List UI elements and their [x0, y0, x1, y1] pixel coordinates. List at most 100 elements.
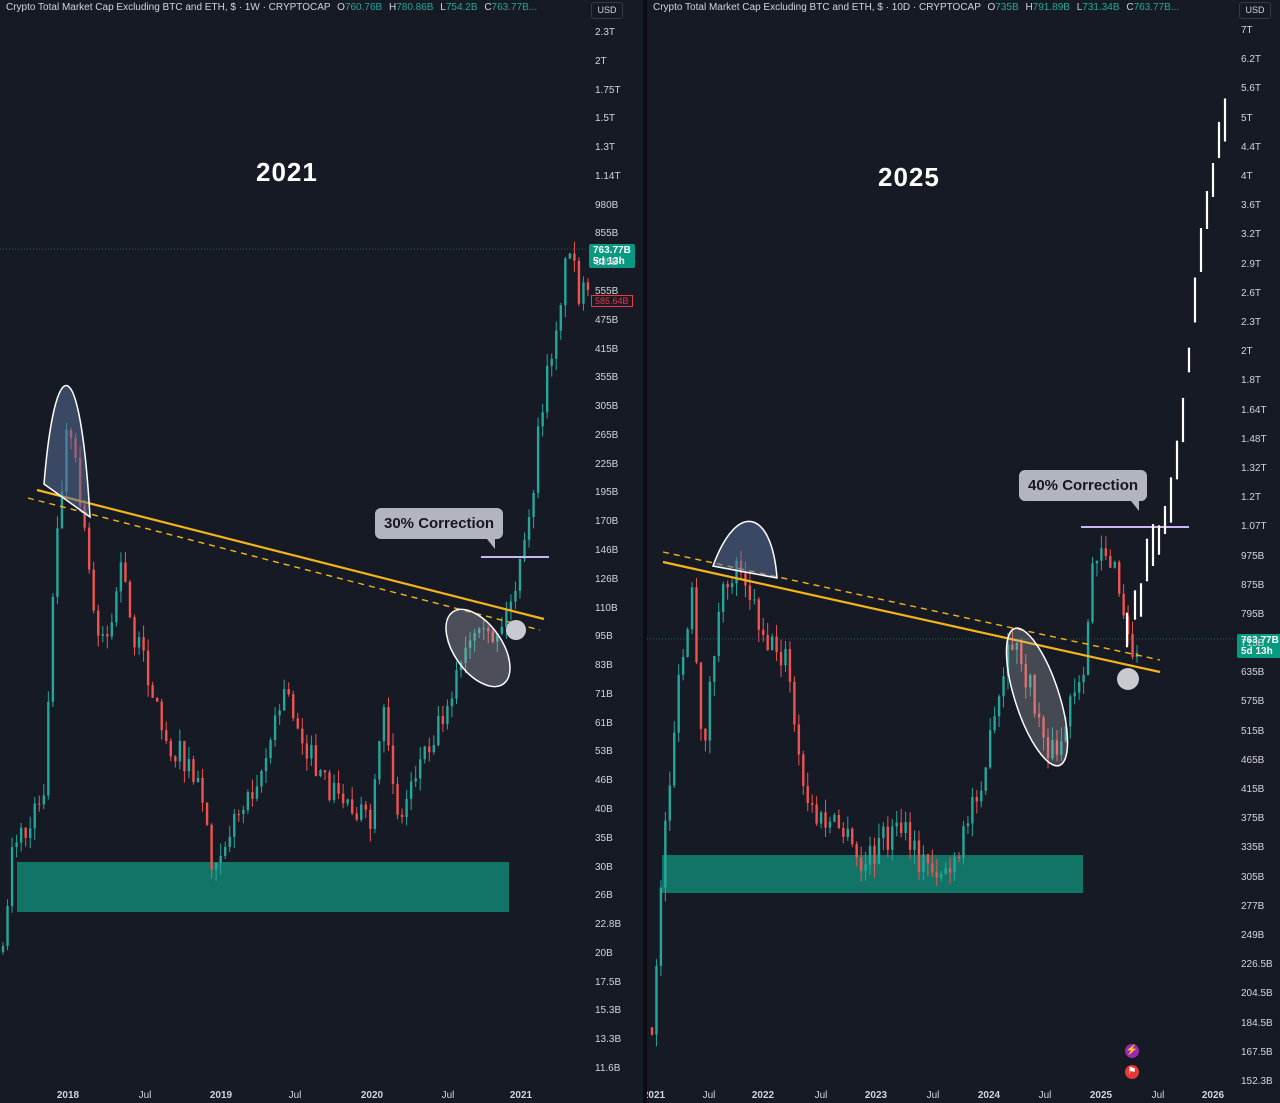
right-year-label: 2025 — [878, 162, 940, 192]
panel-divider[interactable] — [643, 0, 647, 1103]
candle-body — [717, 611, 720, 657]
left-price-countdown: 5d 13h — [593, 256, 625, 267]
candle-body — [913, 840, 916, 850]
candle-body — [833, 814, 836, 822]
candle-body — [940, 873, 943, 878]
candle-body — [1037, 713, 1041, 718]
y-tick-label: 4.4T — [1241, 141, 1262, 153]
right-chart-panel[interactable]: Crypto Total Market Cap Excluding BTC an… — [647, 0, 1280, 1103]
candle-body — [337, 782, 340, 794]
flag-icon[interactable]: ⚑ — [1125, 1065, 1139, 1079]
candle-body — [577, 260, 581, 304]
candle-body — [1126, 615, 1130, 635]
y-tick-label: 249B — [1241, 930, 1265, 942]
candle-body — [346, 799, 349, 804]
lightning-icon[interactable]: ⚡ — [1125, 1044, 1139, 1058]
candle-body — [242, 809, 245, 815]
candle-body — [997, 696, 1001, 717]
candle-body — [837, 814, 841, 828]
right-price-box: 763.77B 5d 13h — [1237, 634, 1280, 658]
y-tick-label: 3.2T — [1241, 229, 1262, 241]
left-currency-button[interactable]: USD — [591, 2, 623, 19]
candle-body — [886, 826, 890, 850]
y-tick-label: 465B — [1241, 754, 1265, 766]
candle-body — [455, 670, 458, 699]
candle-body — [19, 827, 23, 843]
right-correction-note: 40% Correction — [1019, 470, 1148, 511]
candle-body — [966, 823, 970, 827]
right-low: 731.34B — [1082, 2, 1120, 13]
left-chart-panel[interactable]: Crypto Total Market Cap Excluding BTC an… — [0, 0, 643, 1103]
x-tick-label: 2022 — [751, 1090, 775, 1101]
candle-body — [432, 745, 436, 753]
x-tick-label: 2021 — [509, 1090, 533, 1101]
y-tick-label: 3.6T — [1241, 200, 1262, 212]
candle-body — [423, 746, 426, 760]
candle-body — [586, 282, 590, 290]
candle-body — [917, 840, 921, 873]
candle-body — [282, 689, 286, 711]
candle-body — [24, 827, 27, 838]
candle-body — [975, 796, 979, 802]
y-tick-label: 1.07T — [1241, 521, 1267, 533]
candle-body — [980, 790, 983, 802]
candle-body — [1042, 717, 1045, 738]
candle-body — [260, 771, 263, 787]
candle-body — [527, 517, 531, 540]
trendline — [662, 560, 1161, 674]
candle-body — [233, 814, 236, 837]
candle-body — [273, 715, 277, 741]
y-tick-label: 146B — [595, 545, 619, 556]
candle-body — [178, 740, 182, 762]
candle-body — [726, 584, 729, 588]
dashed-trendline — [662, 551, 1161, 661]
y-tick-label: 2T — [1241, 346, 1253, 358]
y-tick-label: 26B — [595, 890, 613, 902]
candle-body — [735, 560, 738, 584]
candle-body — [828, 821, 832, 828]
right-price-countdown: 5d 13h — [1241, 646, 1273, 657]
candle-body — [1033, 675, 1036, 714]
y-tick-label: 795B — [1241, 608, 1265, 620]
candle-body — [373, 779, 377, 829]
y-tick-label: 277B — [1241, 900, 1265, 912]
candle-body — [536, 426, 540, 493]
y-tick-label: 20B — [595, 947, 613, 959]
candle-body — [124, 562, 127, 582]
y-tick-label: 95B — [595, 631, 613, 643]
candle-body — [446, 706, 449, 724]
candle-body — [146, 650, 150, 686]
right-chart-canvas[interactable] — [647, 0, 1280, 1103]
y-tick-label: 875B — [1241, 579, 1265, 591]
candle-body — [971, 796, 974, 824]
candle-body — [931, 863, 934, 873]
candle-body — [464, 647, 467, 664]
right-currency-button[interactable]: USD — [1239, 2, 1271, 19]
left-year-label: 2021 — [256, 157, 318, 187]
candle-body — [1002, 676, 1005, 697]
candle-body — [29, 828, 32, 838]
candle-body — [993, 716, 996, 731]
right-high: 791.89B — [1032, 2, 1070, 13]
candle-body — [926, 854, 930, 864]
candle-body — [655, 965, 658, 1035]
support-zone — [662, 855, 1083, 893]
candle-body — [815, 804, 818, 824]
candle-body — [196, 777, 200, 782]
candle-body — [201, 777, 204, 803]
candle-body — [695, 587, 698, 663]
left-chart-canvas[interactable] — [0, 0, 643, 1103]
candle-body — [205, 802, 209, 825]
y-tick-label: 71B — [595, 688, 613, 700]
candle-body — [314, 745, 318, 777]
y-tick-label: 5.6T — [1241, 83, 1262, 95]
dashed-trendline — [27, 497, 541, 631]
candle-body — [1073, 692, 1076, 697]
candle-body — [1011, 644, 1014, 650]
candle-body — [192, 759, 195, 782]
candle-body — [350, 799, 354, 814]
candle-body — [509, 601, 513, 611]
left-price-value: 763.77B — [593, 245, 631, 256]
candle-body — [851, 828, 854, 845]
candle-body — [101, 634, 104, 636]
